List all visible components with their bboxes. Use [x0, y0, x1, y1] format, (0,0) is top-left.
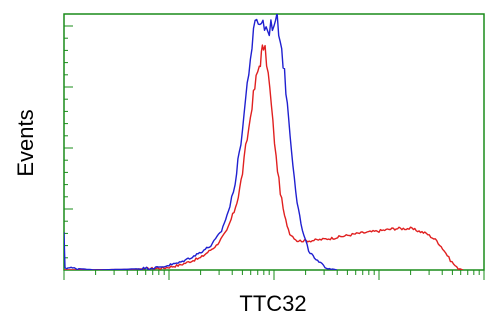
- axes: [63, 13, 485, 280]
- series-line-2: [64, 14, 338, 270]
- series-line-1: [64, 44, 464, 270]
- series-lines: [64, 14, 464, 270]
- y-axis-label: Events: [13, 109, 38, 176]
- x-axis-label: TTC32: [239, 291, 306, 316]
